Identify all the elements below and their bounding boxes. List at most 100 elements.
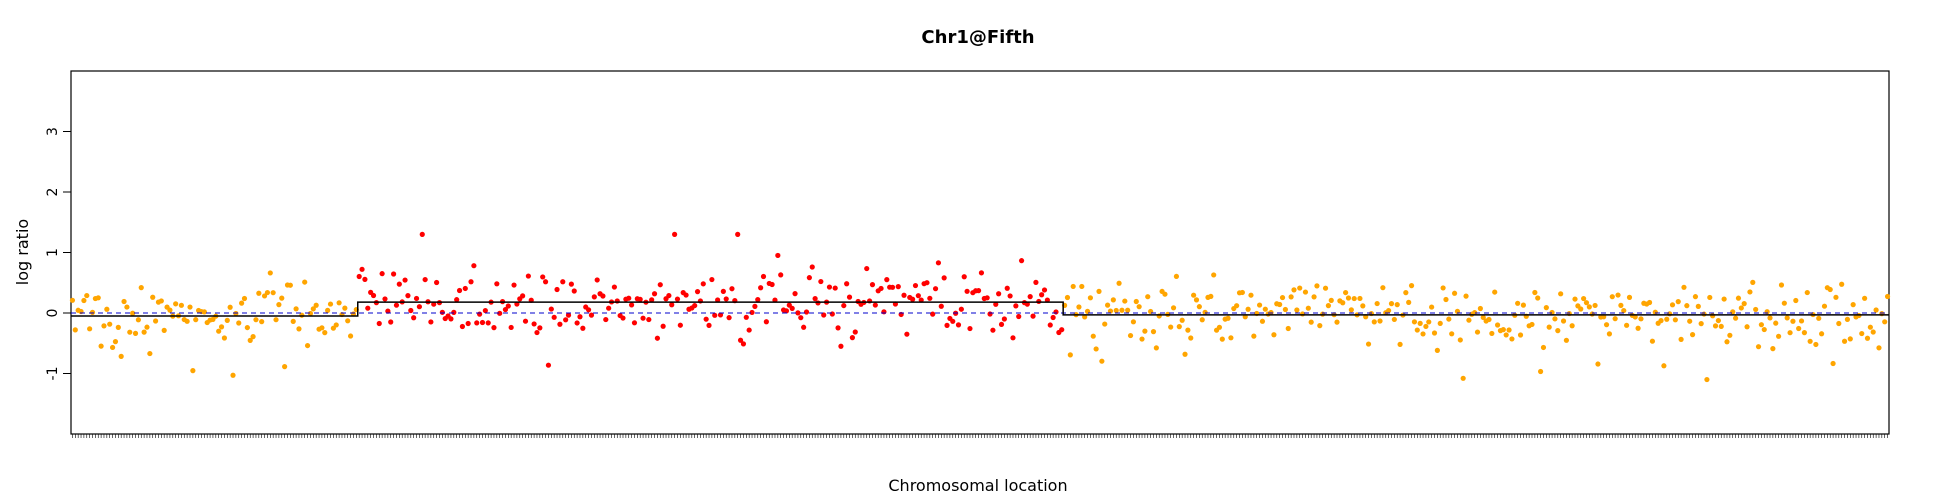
data-point [1804, 289, 1810, 296]
data-point [72, 327, 78, 333]
data-point [821, 312, 827, 318]
data-point [1079, 283, 1085, 290]
data-point [1225, 315, 1231, 321]
data-point [520, 293, 526, 299]
data-point [1735, 295, 1742, 301]
data-point [127, 329, 133, 335]
data-point [1322, 285, 1329, 291]
data-point [1675, 299, 1681, 305]
data-point [522, 318, 529, 324]
data-point [241, 295, 248, 302]
data-point [694, 289, 701, 295]
data-point [1572, 296, 1578, 302]
data-point [1010, 335, 1016, 341]
data-point [1302, 289, 1309, 295]
data-point [1569, 323, 1575, 329]
data-point [1417, 320, 1423, 326]
data-point [1328, 297, 1334, 303]
data-point [835, 325, 841, 331]
data-point [537, 325, 543, 331]
data-point [1188, 335, 1194, 341]
data-point [1609, 294, 1615, 300]
data-point [1371, 319, 1377, 325]
data-point [1715, 317, 1721, 324]
data-point [1687, 318, 1693, 324]
data-point [393, 302, 400, 308]
data-point [554, 286, 560, 293]
data-point [408, 307, 414, 314]
data-point [580, 325, 586, 331]
data-point [376, 320, 382, 327]
data-point [304, 342, 311, 349]
data-point [910, 296, 916, 302]
data-point [1813, 341, 1819, 348]
data-point [1712, 323, 1719, 329]
data-point [1107, 308, 1114, 314]
data-point [603, 316, 609, 323]
data-point [1122, 298, 1128, 304]
data-point [104, 306, 110, 312]
data-point [1807, 338, 1813, 344]
data-point [482, 307, 488, 314]
data-point [1532, 289, 1538, 296]
data-point [456, 287, 463, 294]
data-point [881, 309, 887, 315]
data-point [1090, 333, 1096, 339]
data-point [230, 372, 236, 378]
data-point [310, 306, 316, 312]
data-point [1039, 292, 1045, 298]
data-point [557, 321, 563, 327]
data-point [1563, 337, 1570, 343]
data-point [218, 324, 225, 330]
data-point [477, 311, 483, 317]
data-point [1153, 345, 1159, 351]
data-point [703, 316, 709, 322]
data-point [1724, 339, 1730, 345]
data-point [958, 306, 964, 312]
data-point [1377, 318, 1383, 324]
y-tick-label: 0 [45, 309, 61, 318]
data-point [1351, 295, 1357, 302]
data-point [672, 231, 678, 237]
data-point [829, 311, 835, 317]
data-point [1718, 323, 1724, 330]
data-point [775, 252, 781, 259]
data-point [560, 279, 566, 285]
data-point [1581, 295, 1587, 302]
data-point [1119, 307, 1125, 313]
data-point [723, 296, 729, 302]
data-point [454, 297, 460, 303]
data-point [729, 286, 735, 292]
data-point [388, 319, 394, 325]
data-point [1798, 318, 1805, 324]
data-point [1635, 325, 1641, 331]
data-point [1380, 285, 1386, 291]
data-point [795, 310, 801, 316]
data-point [849, 335, 855, 341]
data-point [1876, 345, 1882, 351]
data-point [1096, 288, 1102, 294]
data-point [1193, 297, 1200, 303]
data-point [1578, 306, 1584, 312]
data-point [1540, 344, 1547, 351]
data-point [1294, 307, 1300, 313]
data-point [1638, 316, 1644, 322]
data-point [505, 303, 511, 309]
data-point [1299, 311, 1306, 317]
data-point [1732, 315, 1739, 321]
data-point [806, 275, 812, 281]
data-point [347, 333, 354, 339]
y-tick-label: 1 [45, 248, 61, 257]
data-point [961, 274, 967, 280]
data-point [1767, 315, 1773, 321]
data-point [1850, 302, 1856, 308]
data-point [1721, 296, 1727, 302]
data-point [932, 286, 939, 292]
data-point [118, 353, 124, 359]
data-point [1664, 316, 1670, 322]
data-point [712, 312, 718, 318]
data-point [1515, 300, 1521, 306]
data-point [1836, 320, 1842, 327]
data-point [87, 326, 93, 332]
data-point [1216, 324, 1223, 330]
